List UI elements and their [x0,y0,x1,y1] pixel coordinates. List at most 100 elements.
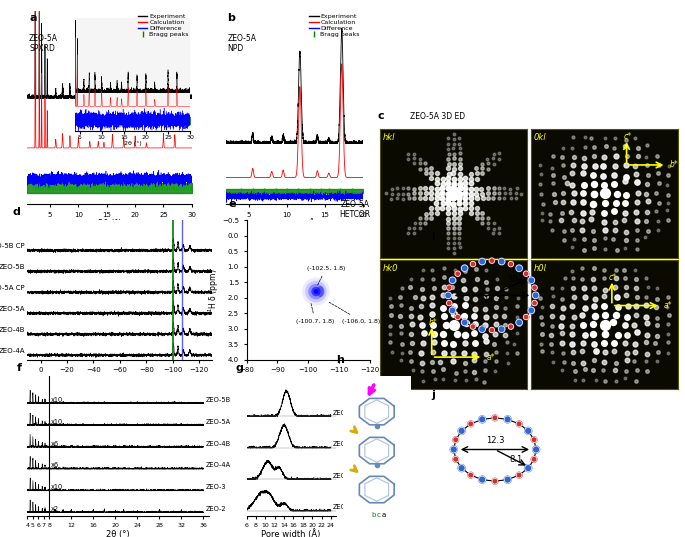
Point [652,284,663,292]
Text: ZEO-5B: ZEO-5B [332,410,358,416]
Point [511,194,522,202]
Point [440,321,451,329]
Point [599,189,610,198]
Point [479,321,490,330]
Point [471,184,482,193]
Circle shape [498,326,505,332]
Point [640,338,651,346]
Point [641,319,652,328]
Circle shape [492,478,498,484]
Point [427,293,438,301]
Point [454,149,465,157]
Point [482,285,493,294]
Point [619,142,630,150]
Point [385,302,396,310]
Point [612,302,623,311]
Text: x10: x10 [51,397,63,403]
Point [589,311,600,320]
Point [416,367,427,376]
Point [558,235,569,244]
Circle shape [532,300,537,306]
Point [437,175,448,183]
Point [577,169,588,177]
Point [480,357,491,365]
Point [384,329,395,338]
Point [466,209,477,217]
Point [653,199,664,207]
Point [545,331,556,339]
Point [443,208,454,217]
Point [642,180,653,188]
Circle shape [516,472,522,478]
Point [578,162,589,171]
Point [436,204,447,212]
Point [653,161,664,169]
Point [403,155,414,163]
Text: x10: x10 [51,484,63,490]
Point [466,169,477,178]
X-axis label: 2θ (°): 2θ (°) [106,529,130,537]
Point [420,209,431,218]
Point [420,189,431,198]
Text: x2: x2 [51,506,59,512]
Point [631,328,642,337]
Point [663,349,674,357]
Point [392,190,403,198]
Point [607,318,618,326]
Point [397,184,408,193]
Point [418,338,429,347]
Point [537,215,548,224]
Point [632,244,643,253]
Point [664,162,675,170]
Point [537,200,548,208]
Text: ZEO-4A: ZEO-4A [0,348,25,354]
Legend: Experiment, Calculation, Difference, Bragg peaks: Experiment, Calculation, Difference, Bra… [309,14,360,37]
Point [611,245,622,254]
Point [454,219,465,228]
Point [608,206,619,215]
Point [488,149,499,158]
Point [567,359,578,367]
Point [482,164,493,173]
Point [405,282,416,291]
Point [577,346,588,355]
Point [548,292,559,300]
Point [384,294,395,302]
Point [621,227,632,236]
Point [443,238,453,247]
Point [454,164,465,172]
Point [512,313,523,321]
Point [405,274,416,283]
Point [493,149,504,158]
Point [492,284,503,293]
Point [567,266,578,275]
Circle shape [468,472,473,478]
Text: e: e [228,199,236,209]
Point [469,356,479,365]
Point [443,214,453,223]
Circle shape [453,456,458,462]
Point [427,275,438,284]
Point [443,159,454,168]
Point [386,184,397,193]
Point [589,243,600,252]
Text: b*: b* [669,161,678,170]
Point [480,304,491,313]
Text: ZEO-4A: ZEO-4A [332,504,358,510]
Point [548,190,559,198]
Text: ZEO-2: ZEO-2 [206,506,227,512]
Point [588,340,599,349]
Point [547,152,558,161]
Point [652,216,663,225]
Point [477,159,488,168]
Point [588,152,599,161]
Point [477,169,488,177]
Point [432,179,443,187]
Point [663,191,674,200]
Point [547,302,558,310]
Point [577,321,588,330]
Text: ZEO-5A
HETCOR: ZEO-5A HETCOR [339,200,370,220]
Point [621,356,632,365]
Circle shape [479,476,486,483]
Point [621,367,632,375]
